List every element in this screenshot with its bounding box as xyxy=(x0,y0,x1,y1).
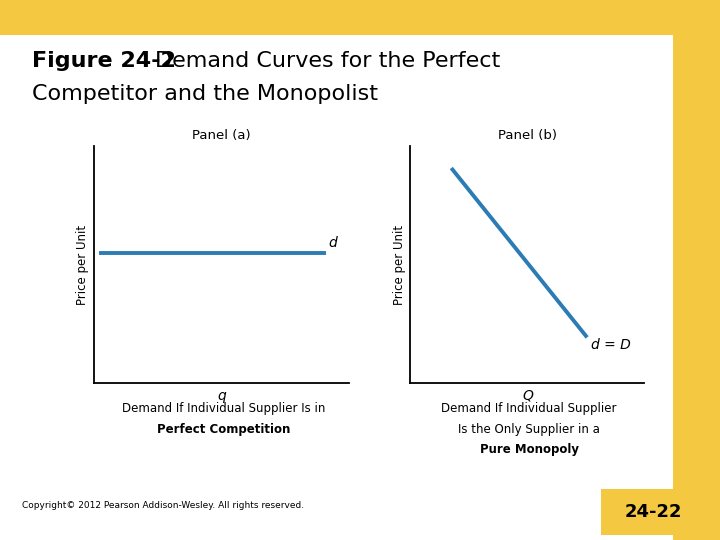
Title: Panel (a): Panel (a) xyxy=(192,129,251,142)
Title: Panel (b): Panel (b) xyxy=(498,129,557,142)
Text: d: d xyxy=(329,237,338,251)
Y-axis label: Price per Unit: Price per Unit xyxy=(393,225,406,305)
Text: Copyright© 2012 Pearson Addison-Wesley. All rights reserved.: Copyright© 2012 Pearson Addison-Wesley. … xyxy=(22,501,304,510)
Text: Demand If Individual Supplier Is in: Demand If Individual Supplier Is in xyxy=(122,402,325,415)
Text: 24-22: 24-22 xyxy=(625,503,682,521)
Text: Demand Curves for the Perfect: Demand Curves for the Perfect xyxy=(155,51,500,71)
X-axis label: Q: Q xyxy=(522,389,533,403)
Text: Competitor and the Monopolist: Competitor and the Monopolist xyxy=(32,84,379,104)
X-axis label: q: q xyxy=(217,389,226,403)
Text: Perfect Competition: Perfect Competition xyxy=(156,423,290,436)
Text: Is the Only Supplier in a: Is the Only Supplier in a xyxy=(458,423,600,436)
Text: Figure 24-2: Figure 24-2 xyxy=(32,51,176,71)
Text: Demand If Individual Supplier: Demand If Individual Supplier xyxy=(441,402,617,415)
Text: d = D: d = D xyxy=(590,338,630,352)
Y-axis label: Price per Unit: Price per Unit xyxy=(76,225,89,305)
Text: Pure Monopoly: Pure Monopoly xyxy=(480,443,579,456)
